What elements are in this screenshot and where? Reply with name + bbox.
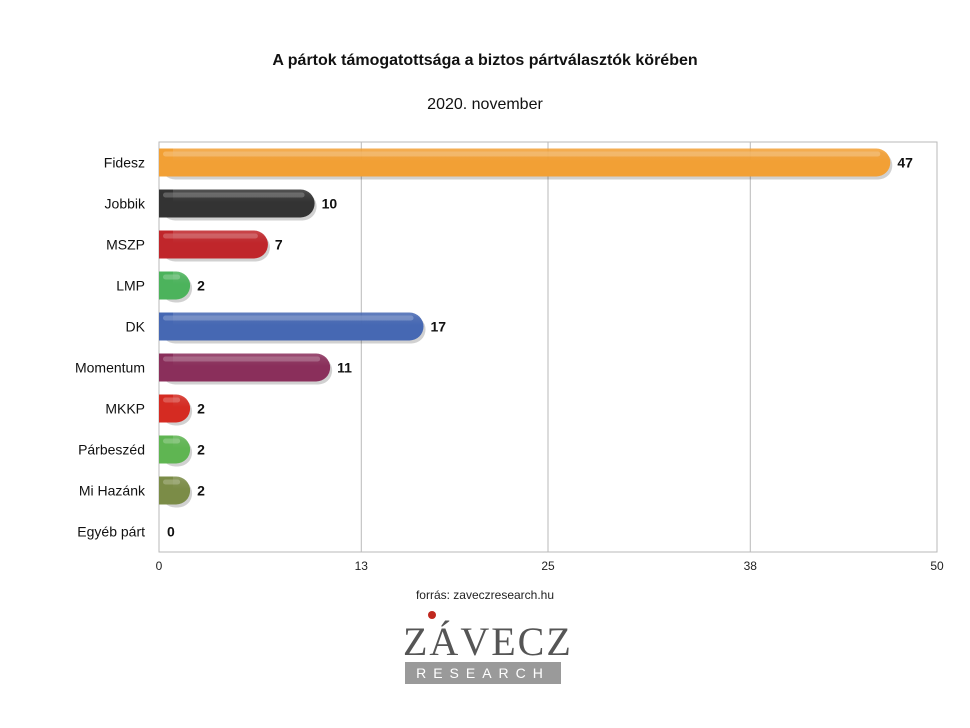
data-label: 11 xyxy=(337,360,352,376)
x-tick-label: 25 xyxy=(541,559,555,573)
bar-momentum xyxy=(159,353,331,382)
bar-left-edge xyxy=(159,230,173,259)
bar-highlight xyxy=(163,438,181,444)
bar-left-edge xyxy=(159,353,173,382)
bar-chart: 0 13 25 38 50 Fidesz 47 Jobbik 10 MSZP 7 LMP 2 DK 17 Mo… xyxy=(75,141,944,574)
bar-left-edge xyxy=(159,271,173,300)
bar-highlight xyxy=(163,315,414,321)
source-note: forrás: zaveczresearch.hu xyxy=(415,588,555,602)
logo-band: RESEARCH xyxy=(405,662,561,684)
category-label: Párbeszéd xyxy=(78,442,145,458)
bar-highlight xyxy=(163,356,321,362)
data-label: 2 xyxy=(197,278,205,294)
bar-highlight xyxy=(163,397,181,403)
bar-dk xyxy=(159,312,424,341)
bar-fidesz xyxy=(159,148,891,177)
bar-jobbik xyxy=(159,189,315,218)
bar-highlight xyxy=(163,479,181,485)
bar-left-edge xyxy=(159,394,173,423)
labels: 0 13 25 38 50 Fidesz 47 Jobbik 10 MSZP 7 LMP 2 DK 17 Mo… xyxy=(75,155,944,574)
category-label: MKKP xyxy=(105,401,145,417)
category-label: MSZP xyxy=(106,237,145,253)
x-tick-label: 13 xyxy=(355,559,369,573)
chart-subtitle: 2020. november xyxy=(427,96,543,113)
data-label: 2 xyxy=(197,483,205,499)
category-label: Jobbik xyxy=(105,196,146,212)
zavecz-research-logo: ZÁVECZ RESEARCH xyxy=(403,612,573,684)
x-tick-label: 50 xyxy=(930,559,944,573)
category-label: LMP xyxy=(116,278,145,294)
category-label: Egyéb párt xyxy=(77,524,145,540)
bar-highlight xyxy=(163,151,881,157)
data-label: 7 xyxy=(275,237,283,253)
bar-left-edge xyxy=(159,148,173,177)
category-label: Fidesz xyxy=(104,155,145,171)
data-label: 47 xyxy=(897,155,913,171)
bar-left-edge xyxy=(159,476,173,505)
x-tick-label: 38 xyxy=(744,559,758,573)
data-label: 2 xyxy=(197,401,205,417)
chart-title: A pártok támogatottsága a biztos pártvál… xyxy=(272,52,698,69)
logo-accent-dot xyxy=(428,611,436,619)
bar-highlight xyxy=(163,233,258,239)
bars xyxy=(159,148,893,508)
bar-highlight xyxy=(163,274,181,280)
logo-wordmark: ZÁVECZ xyxy=(403,619,573,664)
category-label: Momentum xyxy=(75,360,145,376)
bar-left-edge xyxy=(159,189,173,218)
bar-mszp xyxy=(159,230,268,259)
category-label: DK xyxy=(126,319,146,335)
x-tick-label: 0 xyxy=(156,559,163,573)
bar-highlight xyxy=(163,192,305,198)
data-label: 2 xyxy=(197,442,205,458)
bar-left-edge xyxy=(159,435,173,464)
data-label: 17 xyxy=(431,319,447,335)
bar-left-edge xyxy=(159,312,173,341)
category-label: Mi Hazánk xyxy=(79,483,146,499)
data-label: 10 xyxy=(322,196,338,212)
data-label: 0 xyxy=(167,524,175,540)
